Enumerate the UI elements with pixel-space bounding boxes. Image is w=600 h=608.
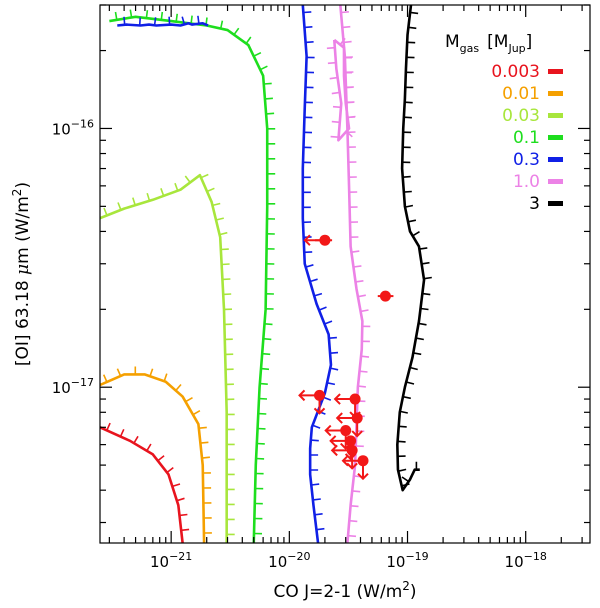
contour-hatch-3	[114, 9, 276, 535]
legend-label-0: 0.003	[491, 62, 540, 82]
legend-swatch-1	[548, 91, 563, 96]
contour-line-3	[109, 15, 269, 543]
x-tick-label-3: 10−18	[505, 550, 547, 571]
y-axis-label: [OI] 63.18 μm (W/m2)	[10, 182, 33, 366]
legend-swatch-4	[548, 157, 563, 162]
contour-lines	[100, 5, 432, 543]
data-point-1	[377, 290, 394, 302]
legend-label-6: 3	[529, 194, 540, 214]
contour-line-0	[100, 426, 184, 543]
legend-label-1: 0.01	[502, 84, 540, 104]
x-tick-label-0: 10−21	[150, 550, 192, 571]
x-tick-label-2: 10−19	[386, 550, 428, 571]
contour-hatch-2	[103, 173, 235, 536]
y-tick-label-1: 10−16	[52, 117, 94, 138]
data-point-0	[303, 234, 333, 246]
legend-label-3: 0.1	[513, 128, 540, 148]
legend-swatch-5	[548, 179, 563, 184]
legend-swatch-2	[548, 113, 563, 118]
legend-label-4: 0.3	[513, 150, 540, 170]
contour-line-2	[100, 173, 228, 543]
data-point-7	[330, 444, 358, 470]
data-point-8	[341, 454, 369, 481]
contour-line-1	[100, 373, 206, 543]
plot-frame	[99, 4, 591, 544]
contour-line-4	[301, 5, 333, 543]
legend-title: Mgas [MJup]	[445, 32, 532, 55]
legend-swatch-3	[548, 135, 563, 140]
data-point-6	[329, 435, 357, 461]
data-point-2	[298, 389, 326, 415]
legend-swatch-6	[548, 201, 563, 206]
contour-hatch-7	[326, 37, 356, 138]
legend-swatch-0	[548, 69, 563, 74]
contour-line-5	[117, 21, 209, 27]
x-tick-label-1: 10−20	[268, 550, 310, 571]
contour-hatch-8	[397, 11, 432, 487]
contour-hatch-0	[106, 422, 190, 532]
legend-label-5: 1.0	[513, 172, 540, 192]
contour-line-8	[396, 5, 426, 492]
contour-line-7	[332, 38, 351, 142]
legend-label-2: 0.03	[502, 106, 540, 126]
axis-ticks	[100, 4, 590, 543]
contour-hatch-4	[302, 11, 339, 531]
data-points	[298, 234, 394, 481]
x-axis-label: CO J=2-1 (W/m2)	[273, 579, 416, 602]
contour-hatch-5	[123, 15, 200, 26]
contour-hatch-1	[102, 366, 212, 534]
tick-labels: 10−21 10−20 10−19 10−18 10−17 10−16	[52, 117, 547, 571]
y-tick-label-0: 10−17	[52, 376, 94, 397]
data-point-4	[335, 412, 363, 438]
